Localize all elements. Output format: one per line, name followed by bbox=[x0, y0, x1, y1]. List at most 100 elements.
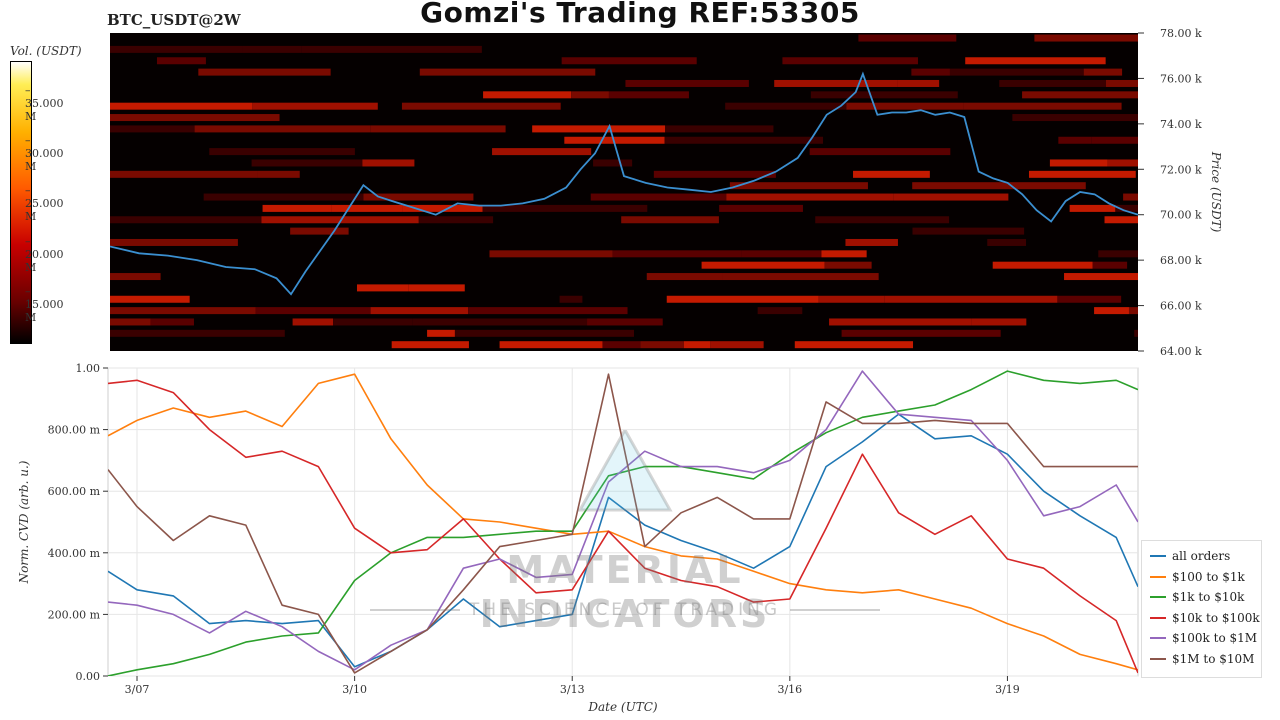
heatmap-cell bbox=[646, 273, 723, 281]
heatmap-cell bbox=[156, 57, 206, 65]
heatmap-cell bbox=[1058, 136, 1092, 144]
heatmap-cell bbox=[621, 216, 719, 224]
heatmap-cell bbox=[640, 341, 684, 349]
colorbar-title: Vol. (USDT) bbox=[10, 44, 82, 58]
heatmap-cell bbox=[110, 170, 258, 178]
legend-item: $10k to $100k bbox=[1150, 611, 1260, 625]
heatmap-cell bbox=[912, 182, 1086, 190]
cvd-y-tick-label: 800.00 m bbox=[48, 424, 101, 437]
heatmap-cell bbox=[729, 182, 868, 190]
price-tick-label: 70.00 k bbox=[1160, 209, 1202, 222]
heatmap-cell bbox=[251, 159, 363, 167]
heatmap-cell bbox=[331, 204, 403, 212]
price-line bbox=[110, 71, 1138, 296]
heatmap-cell bbox=[815, 216, 950, 224]
cvd-series-line bbox=[108, 370, 1138, 671]
heatmap-cell bbox=[971, 318, 1027, 326]
legend-swatch bbox=[1150, 555, 1166, 557]
heatmap-cell bbox=[612, 250, 742, 258]
colorbar-tick: 35.000 M bbox=[25, 84, 64, 123]
legend-swatch bbox=[1150, 596, 1166, 598]
cvd-x-tick-label: 3/19 bbox=[995, 683, 1020, 696]
heatmap-cell bbox=[625, 79, 749, 87]
cvd-series-line bbox=[108, 379, 1138, 674]
legend-label: $1k to $10k bbox=[1172, 590, 1245, 604]
heatmap-cell bbox=[427, 329, 455, 337]
heatmap-cell bbox=[774, 79, 898, 87]
cvd-x-axis-label: Date (UTC) bbox=[587, 700, 657, 714]
heatmap-cell bbox=[912, 227, 1025, 235]
legend-item: $100k to $1M bbox=[1150, 631, 1257, 645]
heatmap-cell bbox=[483, 91, 572, 99]
heatmap-cell bbox=[782, 57, 918, 65]
heatmap-cell bbox=[1049, 159, 1108, 167]
heatmap-cell bbox=[203, 193, 364, 201]
heatmap-cell bbox=[401, 102, 561, 110]
heatmap-cell bbox=[1134, 329, 1138, 337]
cvd-series-lines bbox=[108, 370, 1138, 676]
legend-label: all orders bbox=[1172, 549, 1231, 563]
heatmap-cell bbox=[794, 341, 914, 349]
price-tick-label: 74.00 k bbox=[1160, 118, 1202, 131]
heatmap-cell bbox=[653, 170, 776, 178]
heatmap-cell bbox=[1083, 68, 1123, 76]
cvd-series-line bbox=[108, 373, 1138, 674]
heatmap-cell bbox=[965, 57, 1106, 65]
heatmap-cell bbox=[110, 307, 256, 315]
heatmap-cell bbox=[262, 204, 332, 212]
heatmap-cell bbox=[110, 273, 161, 281]
heatmap-cell bbox=[846, 102, 964, 110]
heatmap-cell bbox=[150, 318, 194, 326]
heatmap-cell bbox=[363, 193, 474, 201]
cvd-series-line bbox=[108, 373, 1138, 671]
heatmap-cell bbox=[1105, 79, 1138, 87]
heatmap-cell bbox=[1098, 250, 1138, 258]
legend: all orders $100 to $1k $1k to $10k $10k to … bbox=[1141, 540, 1262, 678]
price-tick-label: 76.00 k bbox=[1160, 72, 1202, 85]
heatmap-background bbox=[110, 33, 1138, 351]
heatmap-cell bbox=[992, 261, 1093, 269]
heatmap-cell bbox=[1128, 307, 1138, 315]
heatmap-cell bbox=[110, 125, 195, 133]
volume-colorbar: 35.000 M 30.000 M 25.000 M 20.000 M 15.0… bbox=[10, 61, 64, 344]
heatmap-liquidity-bands bbox=[110, 34, 1138, 349]
watermark-name: MATERIAL INDICATORS bbox=[479, 548, 771, 636]
heatmap-cell bbox=[370, 125, 506, 133]
heatmap-cell bbox=[725, 102, 847, 110]
heatmap-cell bbox=[858, 34, 957, 42]
heatmap-cell bbox=[710, 341, 764, 349]
heatmap-cell bbox=[587, 318, 663, 326]
heatmap-cell bbox=[110, 45, 243, 53]
heatmap-cell bbox=[489, 250, 613, 258]
heatmap-cell bbox=[757, 307, 803, 315]
legend-swatch bbox=[1150, 616, 1166, 619]
heatmap-cell bbox=[897, 79, 940, 87]
heatmap-cell bbox=[255, 307, 371, 315]
colorbar-tick: 30.000 M bbox=[25, 134, 64, 173]
heatmap-cell bbox=[845, 238, 898, 246]
price-tick-label: 68.00 k bbox=[1160, 254, 1202, 267]
heatmap-cell bbox=[810, 91, 958, 99]
legend-swatch bbox=[1150, 657, 1166, 660]
colorbar-tick: 15.000 M bbox=[25, 285, 64, 324]
heatmap-cell bbox=[949, 68, 1084, 76]
heatmap-cell bbox=[608, 91, 689, 99]
heatmap-cell bbox=[818, 295, 885, 303]
heatmap-cell bbox=[602, 341, 641, 349]
heatmap-cell bbox=[1069, 204, 1116, 212]
heatmap-cell bbox=[741, 250, 822, 258]
legend-label: $1M to $10M bbox=[1172, 651, 1255, 666]
heatmap-cell bbox=[987, 238, 1027, 246]
heatmap-cell bbox=[391, 341, 469, 349]
heatmap-cell bbox=[666, 295, 819, 303]
cvd-x-tick-label: 3/10 bbox=[342, 683, 367, 696]
heatmap-cell bbox=[664, 136, 824, 144]
legend-item: $1M to $10M bbox=[1150, 652, 1254, 666]
legend-swatch bbox=[1150, 575, 1166, 578]
heatmap-cell bbox=[726, 193, 894, 201]
heatmap-cell bbox=[999, 79, 1106, 87]
price-tick-label: 64.00 k bbox=[1160, 345, 1202, 358]
heatmap-cell bbox=[110, 295, 190, 303]
heatmap-cell bbox=[571, 91, 609, 99]
heatmap-cell bbox=[1012, 114, 1138, 122]
